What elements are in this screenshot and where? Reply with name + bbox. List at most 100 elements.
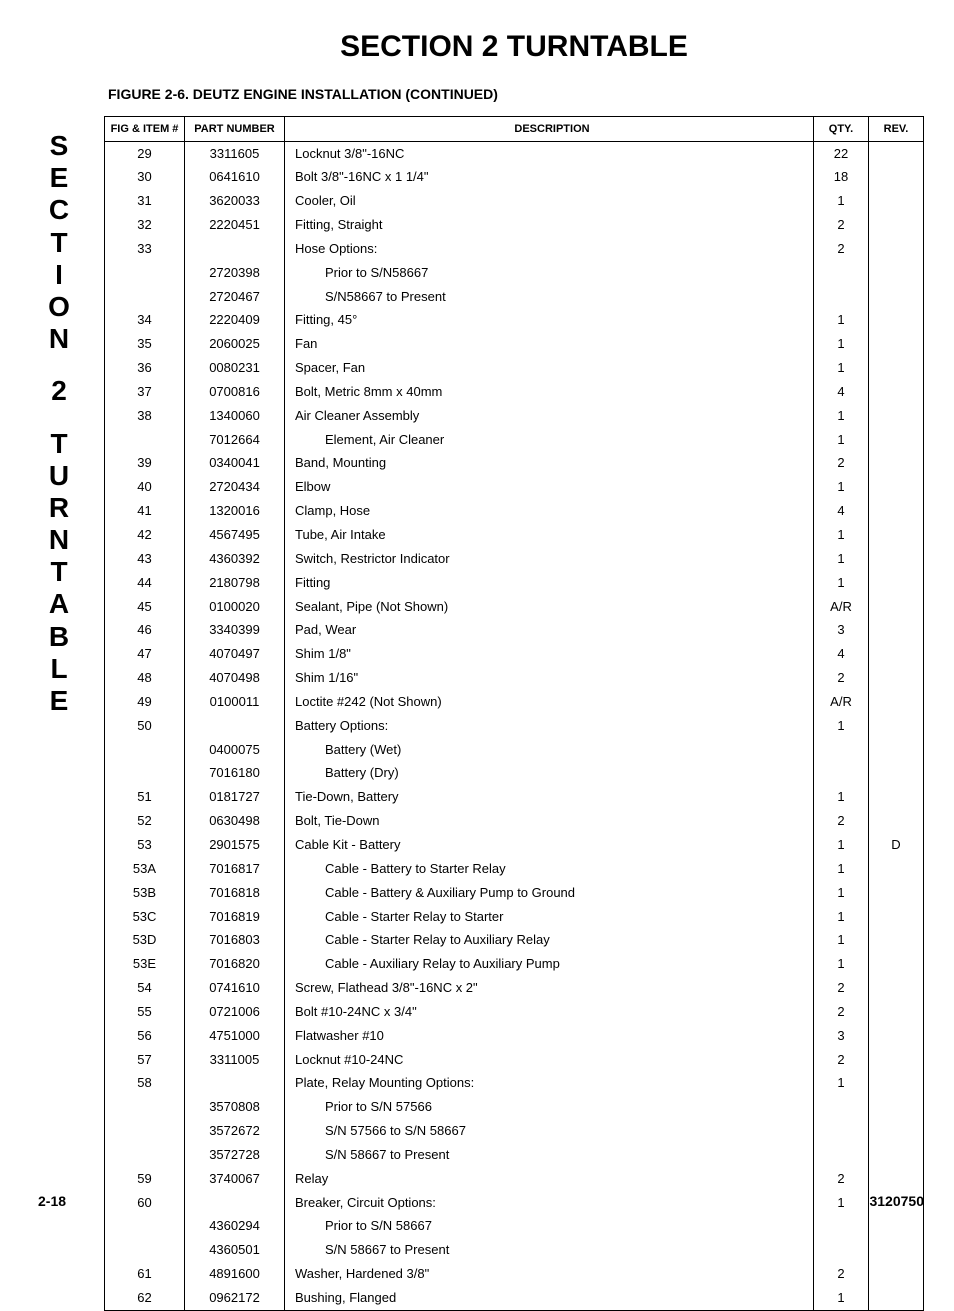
cell-desc-text: Locknut 3/8"-16NC [295, 146, 404, 161]
cell-desc-text: Plate, Relay Mounting Options: [295, 1075, 474, 1090]
cell-fig: 47 [105, 643, 185, 667]
cell-rev [869, 595, 924, 619]
cell-desc: Element, Air Cleaner [285, 428, 814, 452]
cell-desc-text: Locknut #10-24NC [295, 1052, 403, 1067]
cell-qty: 1 [814, 1287, 869, 1311]
cell-desc-text: Fitting, Straight [295, 217, 382, 232]
cell-rev [869, 1215, 924, 1239]
cell-desc-text: Cable - Starter Relay to Starter [295, 909, 503, 924]
cell-desc: Cooler, Oil [285, 190, 814, 214]
cell-qty: 1 [814, 929, 869, 953]
cell-fig: 54 [105, 977, 185, 1001]
cell-part: 7016820 [185, 953, 285, 977]
cell-rev [869, 214, 924, 238]
cell-desc-text: Bolt 3/8"-16NC x 1 1/4" [295, 169, 429, 184]
table-row: 3570808Prior to S/N 57566 [105, 1096, 924, 1120]
cell-desc-text: Screw, Flathead 3/8"-16NC x 2" [295, 980, 478, 995]
cell-rev [869, 738, 924, 762]
cell-rev [869, 285, 924, 309]
cell-desc: Bolt 3/8"-16NC x 1 1/4" [285, 166, 814, 190]
side-tab-letter: 2 [51, 375, 67, 407]
cell-rev [869, 690, 924, 714]
cell-desc: Locknut 3/8"-16NC [285, 142, 814, 166]
cell-fig: 56 [105, 1024, 185, 1048]
cell-qty: 3 [814, 619, 869, 643]
side-tab-letter: U [49, 460, 69, 492]
cell-qty: 2 [814, 214, 869, 238]
cell-desc: Shim 1/16" [285, 667, 814, 691]
cell-fig: 44 [105, 571, 185, 595]
side-tab-letter: A [49, 588, 69, 620]
cell-fig: 45 [105, 595, 185, 619]
cell-desc: Cable - Starter Relay to Starter [285, 905, 814, 929]
table-row: 33Hose Options:2 [105, 237, 924, 261]
cell-desc-text: Clamp, Hose [295, 503, 370, 518]
cell-qty: 2 [814, 452, 869, 476]
header-rev: REV. [869, 117, 924, 142]
cell-desc-text: Fitting [295, 575, 330, 590]
table-row: 4360294Prior to S/N 58667 [105, 1215, 924, 1239]
cell-fig: 52 [105, 810, 185, 834]
side-tab-letter: C [49, 194, 69, 226]
cell-fig: 34 [105, 309, 185, 333]
cell-qty: 1 [814, 881, 869, 905]
cell-fig [105, 762, 185, 786]
cell-fig [105, 1143, 185, 1167]
side-tab-letter: T [50, 227, 67, 259]
cell-desc: Flatwasher #10 [285, 1024, 814, 1048]
cell-desc-text: Switch, Restrictor Indicator [295, 551, 450, 566]
cell-rev [869, 1143, 924, 1167]
section-title: SECTION 2 TURNTABLE [104, 30, 924, 64]
cell-qty: 1 [814, 571, 869, 595]
cell-part: 0700816 [185, 380, 285, 404]
table-row: 313620033Cooler, Oil1 [105, 190, 924, 214]
cell-part: 7012664 [185, 428, 285, 452]
table-row: 360080231Spacer, Fan1 [105, 357, 924, 381]
cell-rev [869, 1167, 924, 1191]
cell-desc: Band, Mounting [285, 452, 814, 476]
table-row: 342220409Fitting, 45°1 [105, 309, 924, 333]
cell-fig: 39 [105, 452, 185, 476]
table-row: 411320016Clamp, Hose4 [105, 500, 924, 524]
cell-qty: 1 [814, 857, 869, 881]
cell-part: 0400075 [185, 738, 285, 762]
cell-rev [869, 142, 924, 166]
cell-desc-text: Shim 1/16" [295, 670, 358, 685]
cell-qty: 2 [814, 237, 869, 261]
cell-desc: Fan [285, 333, 814, 357]
cell-part: 2060025 [185, 333, 285, 357]
table-row: 490100011Loctite #242 (Not Shown)A/R [105, 690, 924, 714]
cell-part: 0741610 [185, 977, 285, 1001]
cell-fig [105, 285, 185, 309]
table-row: 53A7016817Cable - Battery to Starter Rel… [105, 857, 924, 881]
table-row: 293311605Locknut 3/8"-16NC22 [105, 142, 924, 166]
cell-rev [869, 1072, 924, 1096]
cell-qty: 2 [814, 1167, 869, 1191]
cell-rev [869, 881, 924, 905]
cell-part: 4070498 [185, 667, 285, 691]
cell-qty: 1 [814, 1072, 869, 1096]
cell-part: 7016803 [185, 929, 285, 953]
cell-part [185, 237, 285, 261]
cell-desc-text: Cable - Battery to Starter Relay [295, 861, 506, 876]
cell-desc-text: Air Cleaner Assembly [295, 408, 419, 423]
cell-desc-text: S/N58667 to Present [295, 289, 446, 304]
cell-qty [814, 1096, 869, 1120]
cell-desc: Cable - Battery & Auxiliary Pump to Grou… [285, 881, 814, 905]
table-row: 3572672S/N 57566 to S/N 58667 [105, 1120, 924, 1144]
cell-qty: 1 [814, 547, 869, 571]
cell-fig: 53B [105, 881, 185, 905]
table-row: 620962172Bushing, Flanged1 [105, 1287, 924, 1311]
cell-rev [869, 762, 924, 786]
cell-part [185, 1072, 285, 1096]
cell-desc-text: Bushing, Flanged [295, 1290, 396, 1305]
table-row: 564751000Flatwasher #103 [105, 1024, 924, 1048]
cell-qty: 2 [814, 1048, 869, 1072]
cell-fig: 48 [105, 667, 185, 691]
cell-desc-text: Cable Kit - Battery [295, 837, 401, 852]
cell-part: 0080231 [185, 357, 285, 381]
cell-desc-text: S/N 57566 to S/N 58667 [295, 1123, 466, 1138]
cell-desc-text: Element, Air Cleaner [295, 432, 444, 447]
cell-desc: S/N 58667 to Present [285, 1143, 814, 1167]
cell-rev [869, 571, 924, 595]
